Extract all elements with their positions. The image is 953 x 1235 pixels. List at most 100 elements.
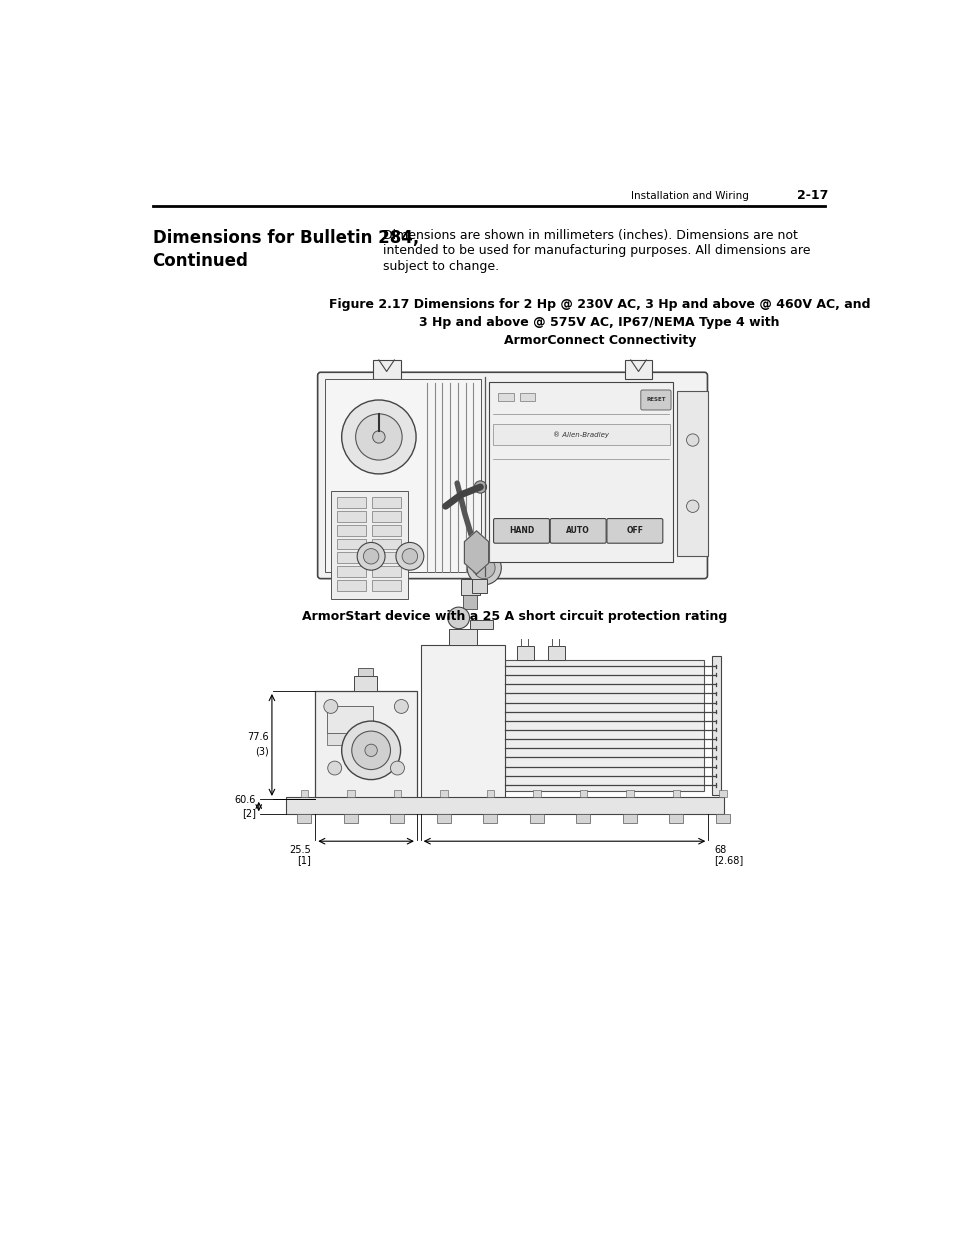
Bar: [624, 359, 652, 379]
FancyBboxPatch shape: [640, 390, 670, 410]
Text: HAND: HAND: [508, 526, 534, 536]
Circle shape: [394, 699, 408, 714]
Bar: [327, 706, 373, 734]
Bar: [315, 692, 416, 799]
Circle shape: [474, 480, 486, 493]
Polygon shape: [464, 531, 488, 574]
Circle shape: [686, 433, 699, 446]
Bar: [669, 814, 682, 824]
Bar: [463, 595, 476, 609]
Bar: [519, 393, 535, 401]
Bar: [677, 390, 707, 556]
Bar: [373, 359, 400, 379]
Bar: [486, 790, 494, 797]
Bar: [336, 511, 366, 521]
Bar: [336, 525, 366, 536]
Text: Continued: Continued: [152, 252, 248, 270]
Text: [1]: [1]: [297, 855, 311, 864]
Text: (3): (3): [254, 746, 269, 756]
Bar: [505, 661, 703, 792]
Bar: [336, 552, 366, 563]
Bar: [354, 676, 377, 692]
Bar: [517, 646, 534, 661]
Text: 3 Hp and above @ 575V AC, IP67/NEMA Type 4 with: 3 Hp and above @ 575V AC, IP67/NEMA Type…: [419, 316, 780, 329]
Text: 68: 68: [714, 845, 726, 855]
Circle shape: [402, 548, 417, 564]
Bar: [372, 525, 401, 536]
Circle shape: [395, 542, 423, 571]
Bar: [336, 580, 366, 592]
Bar: [483, 814, 497, 824]
Text: 25.5: 25.5: [290, 845, 311, 855]
Text: 60.6: 60.6: [234, 795, 255, 805]
Bar: [533, 790, 540, 797]
Text: intended to be used for manufacturing purposes. All dimensions are: intended to be used for manufacturing pu…: [382, 245, 809, 257]
Bar: [497, 393, 513, 401]
Text: [2]: [2]: [241, 808, 255, 818]
Bar: [344, 814, 357, 824]
Bar: [460, 579, 480, 595]
Text: 2-17: 2-17: [796, 189, 827, 203]
Circle shape: [352, 731, 390, 769]
Bar: [449, 630, 476, 645]
Bar: [372, 580, 401, 592]
Text: Installation and Wiring: Installation and Wiring: [630, 191, 748, 201]
Bar: [436, 814, 451, 824]
Bar: [719, 790, 726, 797]
Bar: [324, 379, 480, 572]
Text: Figure 2.17 Dimensions for 2 Hp @ 230V AC, 3 Hp and above @ 460V AC, and: Figure 2.17 Dimensions for 2 Hp @ 230V A…: [329, 299, 869, 311]
Circle shape: [390, 761, 404, 776]
Bar: [327, 734, 373, 745]
Bar: [711, 656, 720, 795]
Circle shape: [341, 721, 400, 779]
Bar: [372, 552, 401, 563]
Circle shape: [356, 542, 385, 571]
Circle shape: [341, 400, 416, 474]
Bar: [357, 668, 373, 676]
FancyBboxPatch shape: [493, 519, 549, 543]
Text: Dimensions are shown in millimeters (inches). Dimensions are not: Dimensions are shown in millimeters (inc…: [382, 228, 797, 242]
Bar: [372, 496, 401, 508]
Bar: [336, 496, 366, 508]
Text: OFF: OFF: [626, 526, 642, 536]
Bar: [530, 814, 543, 824]
Text: subject to change.: subject to change.: [382, 259, 498, 273]
Bar: [579, 790, 587, 797]
Circle shape: [467, 551, 500, 585]
Bar: [493, 424, 669, 446]
Bar: [576, 814, 590, 824]
Bar: [297, 814, 311, 824]
Bar: [336, 567, 366, 577]
Bar: [372, 538, 401, 550]
Circle shape: [686, 500, 699, 513]
Bar: [336, 538, 366, 550]
Bar: [300, 790, 308, 797]
Bar: [331, 490, 408, 599]
Bar: [622, 814, 637, 824]
Circle shape: [373, 431, 385, 443]
Circle shape: [473, 557, 495, 579]
Circle shape: [355, 414, 402, 461]
Bar: [672, 790, 679, 797]
Text: ArmorConnect Connectivity: ArmorConnect Connectivity: [503, 333, 695, 347]
Text: ® Allen-Bradley: ® Allen-Bradley: [553, 431, 609, 438]
FancyBboxPatch shape: [550, 519, 605, 543]
Bar: [420, 645, 505, 799]
Text: RESET: RESET: [646, 398, 665, 403]
Circle shape: [447, 608, 469, 629]
Bar: [347, 790, 355, 797]
Text: [2.68]: [2.68]: [714, 855, 743, 864]
Bar: [547, 646, 564, 661]
Circle shape: [363, 548, 378, 564]
Circle shape: [323, 699, 337, 714]
Bar: [439, 790, 447, 797]
Circle shape: [365, 745, 377, 757]
Bar: [394, 790, 401, 797]
Bar: [716, 814, 729, 824]
Bar: [469, 620, 493, 630]
FancyBboxPatch shape: [606, 519, 662, 543]
FancyBboxPatch shape: [317, 372, 707, 579]
Text: ArmorStart device with a 25 A short circuit protection rating: ArmorStart device with a 25 A short circ…: [301, 610, 726, 624]
Circle shape: [328, 761, 341, 776]
Text: AUTO: AUTO: [566, 526, 590, 536]
